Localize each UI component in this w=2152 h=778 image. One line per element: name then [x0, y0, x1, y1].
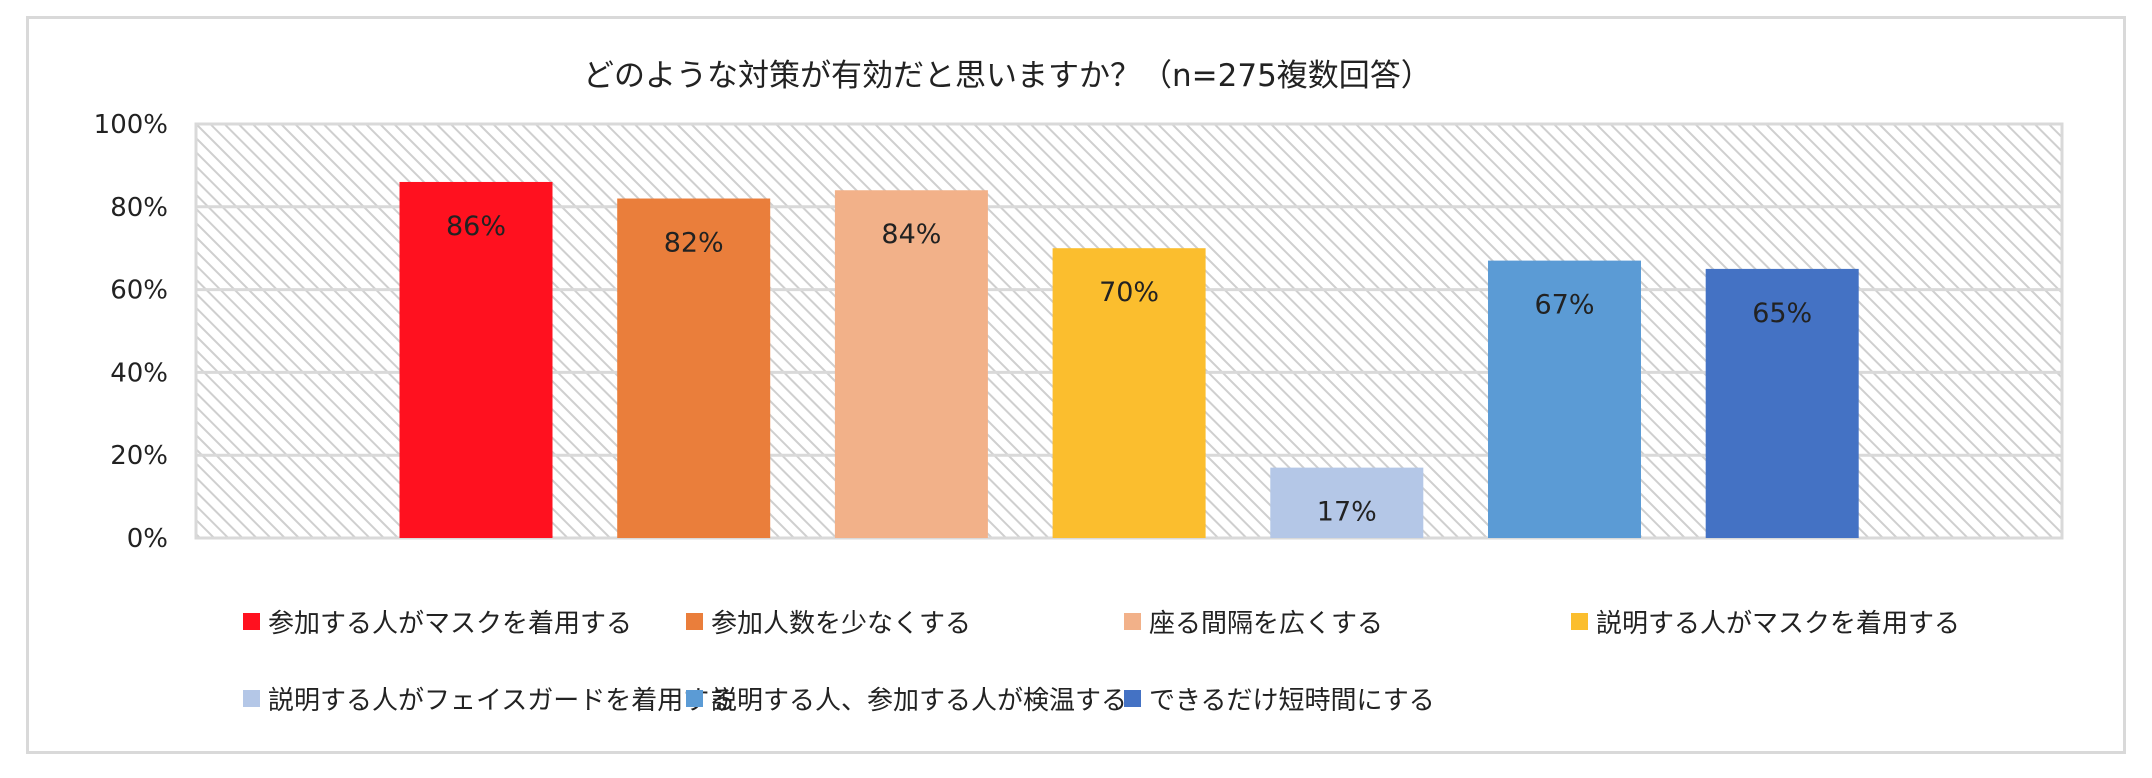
legend-label: 参加する人がマスクを着用する	[268, 609, 633, 639]
legend-item: 座る間隔を広くする	[1124, 603, 1383, 640]
data-label: 67%	[1534, 290, 1594, 321]
y-tick-label: 40%	[110, 358, 168, 388]
y-tick-label: 80%	[110, 193, 168, 223]
legend-label: 説明する人がフェイスガードを着用する	[268, 686, 736, 716]
y-tick-label: 0%	[127, 524, 168, 554]
bar	[834, 190, 988, 539]
legend-swatch	[686, 613, 703, 630]
legend-item: 説明する人がマスクを着用する	[1571, 603, 1960, 640]
legend-item: 説明する人がフェイスガードを着用する	[243, 680, 735, 717]
legend-item: 説明する人、参加する人が検温する	[686, 680, 1127, 717]
legend-swatch	[243, 690, 260, 707]
data-label: 82%	[664, 228, 724, 259]
y-tick-label: 20%	[110, 441, 168, 471]
legend-label: 説明する人、参加する人が検温する	[711, 686, 1128, 716]
y-tick-label: 100%	[94, 110, 168, 140]
data-label: 84%	[881, 219, 941, 250]
bar	[1052, 248, 1206, 538]
legend-item: 参加する人がマスクを着用する	[243, 603, 632, 640]
y-tick-label: 60%	[110, 276, 168, 306]
legend-label: 説明する人がマスクを着用する	[1596, 609, 1961, 639]
legend-label: 座る間隔を広くする	[1149, 609, 1384, 639]
legend-item: 参加人数を少なくする	[686, 603, 971, 640]
bar	[1705, 268, 1859, 538]
bars	[399, 181, 1859, 539]
bar	[1488, 260, 1641, 538]
bar	[1270, 467, 1424, 538]
legend-swatch	[1571, 613, 1588, 630]
data-label: 17%	[1317, 497, 1377, 528]
data-label: 70%	[1099, 277, 1159, 308]
legend-swatch	[1124, 690, 1141, 707]
legend-label: 参加人数を少なくする	[711, 609, 972, 639]
y-axis-ticks: 0% 20% 40% 60% 80% 100%	[94, 110, 168, 554]
legend-item: できるだけ短時間にする	[1124, 680, 1435, 717]
legend-swatch	[1124, 613, 1141, 630]
bar	[399, 181, 553, 538]
bar	[617, 198, 771, 538]
legend-label: できるだけ短時間にする	[1149, 686, 1435, 716]
data-labels: 86% 82% 84% 70% 17% 67% 65%	[446, 211, 1812, 528]
legend-swatch	[243, 613, 260, 630]
legend-swatch	[686, 690, 703, 707]
data-label: 65%	[1752, 298, 1812, 329]
data-label: 86%	[446, 211, 506, 242]
chart-title: どのような対策が有効だと思いますか？（n=275複数回答）	[583, 58, 1432, 94]
